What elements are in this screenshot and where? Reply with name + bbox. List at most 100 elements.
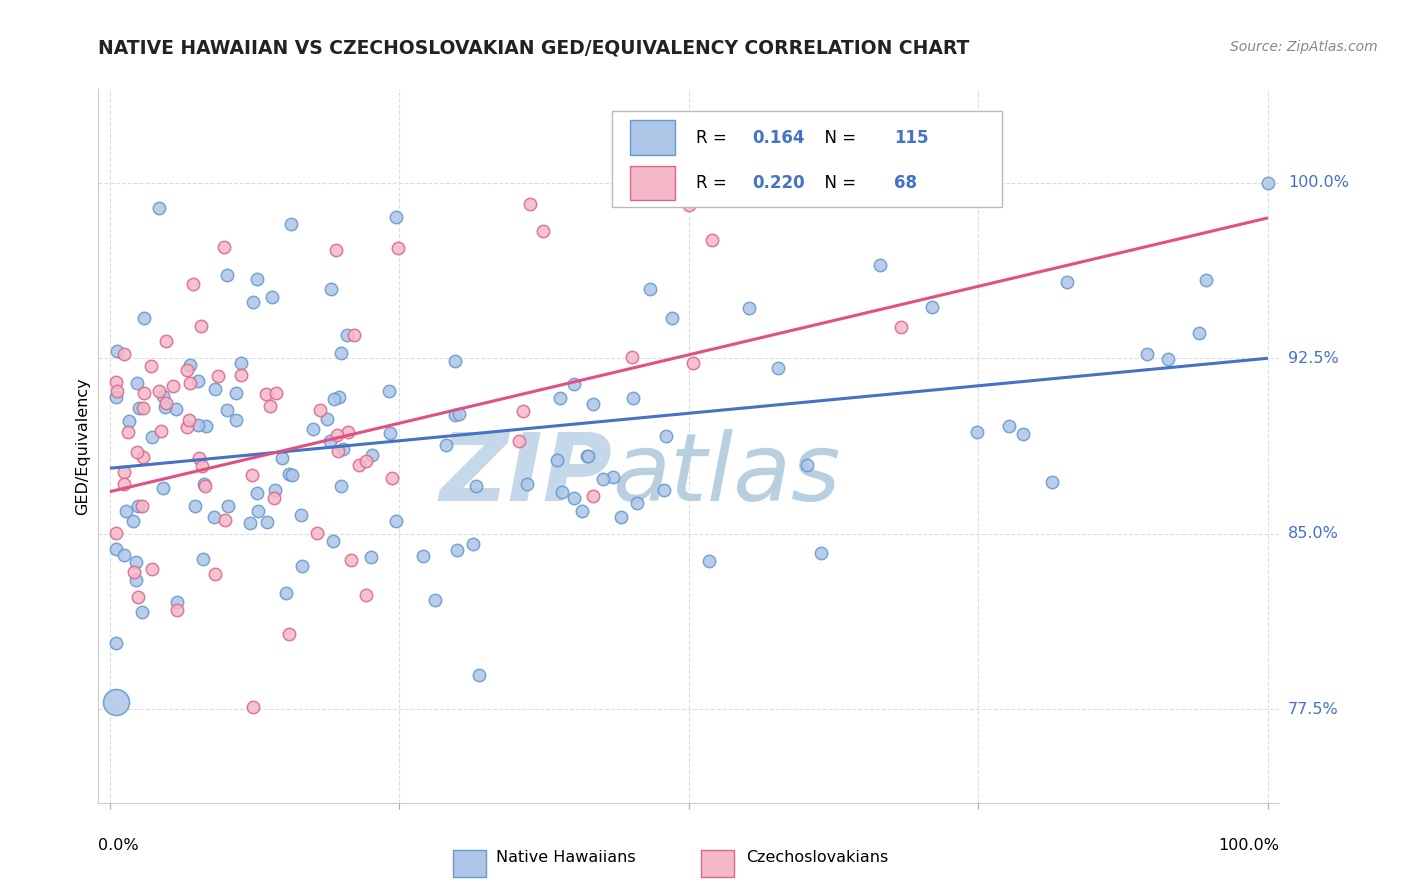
Point	[112, 548, 135, 562]
Point	[131, 499, 153, 513]
Text: N =: N =	[814, 128, 862, 146]
Point	[464, 479, 486, 493]
Point	[155, 334, 177, 349]
Point	[162, 379, 184, 393]
Point	[329, 346, 352, 360]
Point	[997, 418, 1019, 433]
Text: 0.220: 0.220	[752, 174, 806, 192]
Point	[149, 425, 172, 439]
Point	[229, 356, 252, 370]
Point	[519, 196, 541, 211]
Point	[332, 442, 354, 457]
Point	[242, 699, 264, 714]
Point	[319, 282, 342, 296]
Text: Source: ZipAtlas.com: Source: ZipAtlas.com	[1230, 40, 1378, 54]
Text: R =: R =	[696, 174, 733, 192]
Text: R =: R =	[696, 128, 733, 146]
Point	[254, 387, 277, 401]
Point	[325, 428, 347, 442]
Point	[127, 376, 149, 390]
Point	[239, 516, 262, 531]
Text: Czechoslovakians: Czechoslovakians	[745, 850, 887, 865]
Point	[734, 176, 756, 190]
Text: N =: N =	[814, 174, 862, 192]
Text: 68: 68	[894, 174, 918, 192]
Text: 115: 115	[894, 128, 929, 146]
Point	[117, 425, 139, 440]
Point	[264, 483, 287, 497]
Point	[141, 430, 163, 444]
Point	[260, 290, 283, 304]
Point	[104, 695, 127, 709]
Point	[166, 603, 188, 617]
Point	[179, 413, 201, 427]
Point	[277, 467, 299, 481]
Point	[319, 434, 342, 449]
Point	[191, 459, 214, 474]
Point	[152, 481, 174, 495]
Point	[361, 448, 384, 462]
Bar	[630, 166, 675, 200]
Point	[564, 376, 586, 391]
Point	[148, 202, 170, 216]
Point	[766, 361, 789, 376]
Point	[134, 310, 156, 325]
Point	[890, 319, 912, 334]
Point	[179, 376, 201, 391]
Point	[264, 385, 287, 400]
Bar	[630, 120, 675, 154]
Point	[124, 555, 146, 569]
Point	[551, 485, 574, 500]
Point	[193, 476, 215, 491]
Text: 0.164: 0.164	[752, 128, 806, 146]
Point	[131, 605, 153, 619]
Point	[737, 301, 759, 316]
Point	[796, 458, 818, 472]
Point	[184, 499, 207, 513]
Point	[132, 450, 155, 464]
Point	[966, 425, 988, 440]
FancyBboxPatch shape	[612, 111, 1002, 207]
Point	[621, 392, 644, 406]
Point	[125, 573, 148, 587]
Point	[305, 526, 328, 541]
Point	[194, 478, 217, 492]
Point	[277, 627, 299, 641]
Text: 92.5%: 92.5%	[1288, 351, 1339, 366]
Point	[256, 515, 278, 529]
Point	[215, 268, 238, 282]
Point	[225, 386, 247, 401]
Point	[425, 593, 447, 607]
Text: 77.5%: 77.5%	[1288, 702, 1339, 716]
Point	[654, 428, 676, 442]
Point	[328, 444, 350, 458]
Point	[179, 358, 201, 372]
Point	[621, 350, 644, 364]
Point	[152, 389, 174, 403]
Point	[446, 542, 468, 557]
Point	[512, 404, 534, 418]
Point	[202, 510, 225, 524]
Y-axis label: GED/Equivalency: GED/Equivalency	[75, 377, 90, 515]
Point	[548, 391, 571, 405]
Point	[308, 403, 330, 417]
Point	[322, 533, 344, 548]
Point	[652, 483, 675, 497]
Point	[153, 400, 176, 414]
Point	[461, 536, 484, 550]
Text: NATIVE HAWAIIAN VS CZECHOSLOVAKIAN GED/EQUIVALENCY CORRELATION CHART: NATIVE HAWAIIAN VS CZECHOSLOVAKIAN GED/E…	[98, 39, 970, 58]
Point	[378, 425, 401, 440]
Point	[270, 450, 292, 465]
Point	[412, 549, 434, 563]
Point	[562, 491, 585, 505]
Point	[114, 504, 136, 518]
Point	[336, 328, 359, 343]
Point	[381, 471, 404, 485]
Point	[581, 489, 603, 503]
Point	[546, 452, 568, 467]
Point	[377, 384, 399, 398]
Point	[259, 400, 281, 414]
Point	[148, 384, 170, 398]
Point	[638, 282, 661, 296]
Point	[141, 562, 163, 576]
